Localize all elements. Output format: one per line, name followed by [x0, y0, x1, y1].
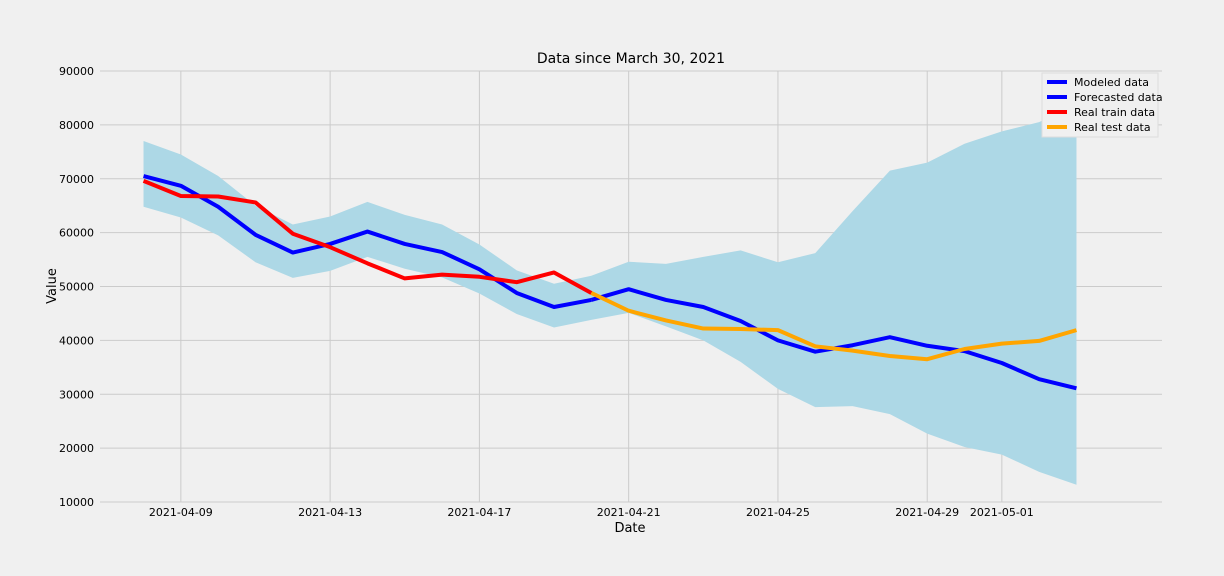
series-line-modeled-data — [143, 174, 592, 309]
legend: Modeled data Forecasted data Real train da… — [1041, 72, 1163, 138]
legend-label-real-test-data: Real test data — [1074, 121, 1151, 134]
y-axis-ticks: 10000 20000 30000 40000 50000 60000 70000 80000… — [59, 65, 94, 509]
y-axis-label: Value — [45, 268, 60, 304]
y-tick-label: 10000 — [59, 496, 94, 509]
legend-label-forecasted-data: Forecasted data — [1074, 91, 1163, 104]
y-tick-label: 40000 — [59, 334, 94, 347]
legend-label-real-train-data: Real train data — [1074, 106, 1155, 119]
x-tick-label: 2021-05-01 — [970, 506, 1034, 519]
x-tick-label: 2021-04-13 — [298, 506, 362, 519]
chart-title: Data since March 30, 2021 — [537, 51, 725, 67]
series-lines — [142, 174, 1078, 391]
x-tick-label: 2021-04-17 — [447, 506, 511, 519]
y-tick-label: 60000 — [59, 227, 94, 240]
y-tick-label: 70000 — [59, 173, 94, 186]
x-tick-label: 2021-04-09 — [149, 506, 213, 519]
y-tick-label: 80000 — [59, 119, 94, 132]
legend-label-modeled-data: Modeled data — [1074, 76, 1149, 89]
y-tick-label: 20000 — [59, 442, 94, 455]
x-axis-ticks: 2021-04-09 2021-04-13 2021-04-17 2021-04-21… — [149, 506, 1034, 519]
series-line-real-train-data — [142, 179, 593, 295]
x-tick-label: 2021-04-29 — [895, 506, 959, 519]
x-tick-label: 2021-04-21 — [597, 506, 661, 519]
x-axis-label: Date — [614, 521, 645, 536]
x-tick-label: 2021-04-25 — [746, 506, 810, 519]
y-tick-label: 90000 — [59, 65, 94, 78]
y-tick-label: 30000 — [59, 388, 94, 401]
series-line-real-test-data — [590, 291, 1078, 362]
y-tick-label: 50000 — [59, 281, 94, 294]
